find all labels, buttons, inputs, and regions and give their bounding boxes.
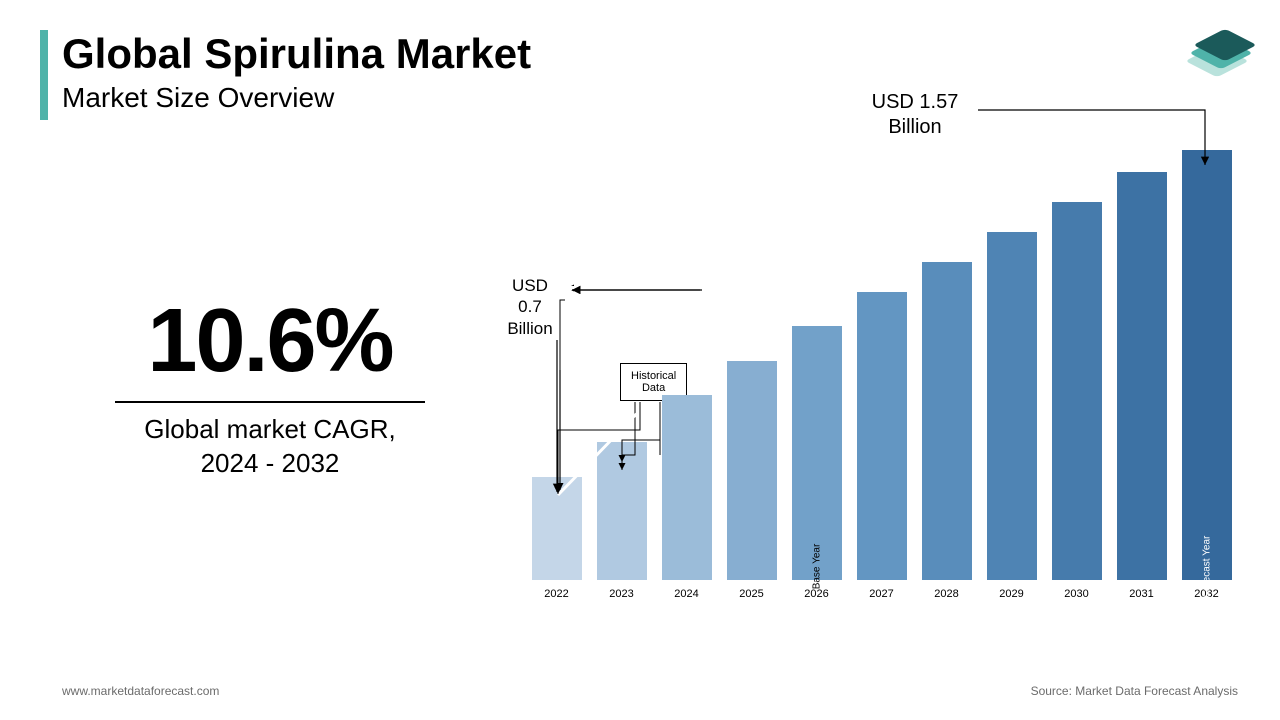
bar-2029: 2029 [985, 232, 1038, 600]
bar-2027: 2027 [855, 292, 908, 600]
bar-rect-2027 [857, 292, 907, 580]
bar-rect-2031 [1117, 172, 1167, 581]
bar-inner-label-2032: Forecast Year [1201, 536, 1212, 598]
bar-rect-2022 [532, 477, 582, 580]
bar-year-label-2026: 2026 [804, 588, 828, 600]
bar-rect-2029 [987, 232, 1037, 580]
bar-year-label-2031: 2031 [1129, 588, 1153, 600]
brand-logo [1192, 22, 1248, 78]
bar-year-label-2023: 2023 [609, 588, 633, 600]
bar-year-label-2027: 2027 [869, 588, 893, 600]
bar-2026: Base Year2026 [790, 326, 843, 600]
bar-2028: 2028 [920, 262, 973, 600]
cagr-divider [115, 401, 425, 403]
cagr-label: Global market CAGR,2024 - 2032 [105, 413, 435, 481]
bar-2023: 2023 [595, 442, 648, 600]
bar-year-label-2029: 2029 [999, 588, 1023, 600]
bar-2024: 2024 [660, 395, 713, 600]
bar-rect-2028 [922, 262, 972, 580]
bar-year-label-2028: 2028 [934, 588, 958, 600]
cagr-block: 10.6% Global market CAGR,2024 - 2032 [105, 290, 435, 481]
bar-year-label-2025: 2025 [739, 588, 763, 600]
bar-inner-label-2026: Base Year [811, 544, 822, 590]
bar-2031: 2031 [1115, 172, 1168, 601]
page-title: Global Spirulina Market [62, 30, 531, 78]
footer-url: www.marketdataforecast.com [62, 684, 219, 698]
bar-2025: 2025 [725, 361, 778, 600]
bar-rect-2030 [1052, 202, 1102, 580]
cagr-value: 10.6% [105, 290, 435, 393]
bar-rect-2026: Base Year [792, 326, 842, 580]
end-value-callout: USD 1.57Billion [855, 90, 975, 140]
footer-source: Source: Market Data Forecast Analysis [1031, 684, 1238, 698]
bar-year-label-2022: 2022 [544, 588, 568, 600]
market-size-bar-chart: 2022202320242025Base Year202620272028202… [530, 170, 1250, 630]
bar-rect-2024 [662, 395, 712, 580]
bar-2022: 2022 [530, 477, 583, 600]
page-subtitle: Market Size Overview [62, 82, 334, 114]
title-accent-bar [40, 30, 48, 120]
bar-year-label-2024: 2024 [674, 588, 698, 600]
bar-2030: 2030 [1050, 202, 1103, 600]
bar-year-label-2030: 2030 [1064, 588, 1088, 600]
bar-rect-2023 [597, 442, 647, 580]
bar-rect-2032: Forecast Year [1182, 150, 1232, 580]
bar-rect-2025 [727, 361, 777, 580]
bar-2032: Forecast Year2032 [1180, 150, 1233, 600]
